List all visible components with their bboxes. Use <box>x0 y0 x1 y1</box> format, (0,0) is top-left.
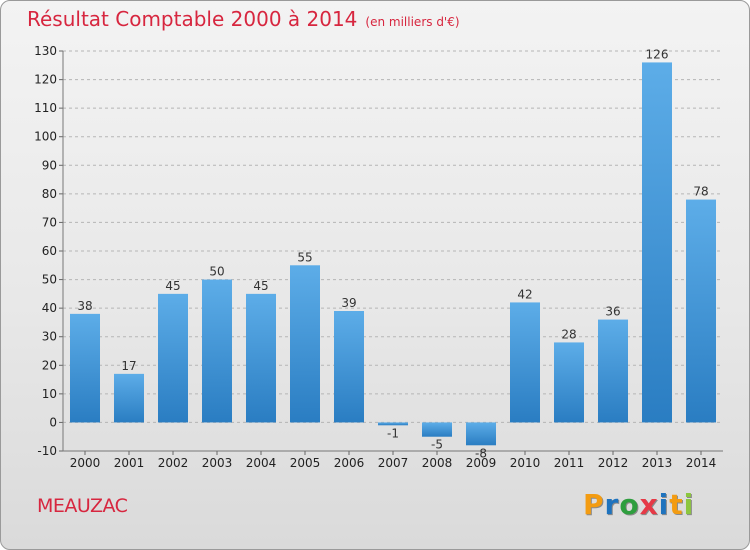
y-tick-label: 90 <box>42 158 57 172</box>
x-tick-label: 2014 <box>686 456 717 470</box>
y-tick-label: 10 <box>42 387 57 401</box>
y-tick-label: 50 <box>42 273 57 287</box>
logo-letter: t <box>669 488 684 521</box>
data-label: 17 <box>121 359 136 373</box>
bar <box>114 373 144 423</box>
data-label: 55 <box>297 250 312 264</box>
x-tick-label: 2004 <box>246 456 277 470</box>
data-label: 38 <box>77 299 92 313</box>
x-tick-label: 2009 <box>466 456 497 470</box>
chart-title-text: Résultat Comptable 2000 à 2014 <box>27 7 358 31</box>
y-tick-label: 30 <box>42 330 57 344</box>
y-tick-label: 40 <box>42 301 57 315</box>
data-label: -1 <box>387 426 399 440</box>
data-label: 45 <box>253 279 268 293</box>
x-tick-label: 2000 <box>70 456 101 470</box>
bar <box>378 422 408 426</box>
y-tick-label: 120 <box>34 73 57 87</box>
logo-letter: P <box>583 488 605 521</box>
data-label: 50 <box>209 265 224 279</box>
x-tick-label: 2010 <box>510 456 541 470</box>
x-tick-label: 2001 <box>114 456 145 470</box>
bar <box>70 313 100 423</box>
y-tick-label: 130 <box>34 44 57 58</box>
x-tick-label: 2005 <box>290 456 321 470</box>
bar <box>554 342 584 423</box>
logo-letter: i <box>658 488 670 521</box>
x-tick-label: 2012 <box>598 456 629 470</box>
data-label: 126 <box>646 47 669 61</box>
bar <box>686 199 716 423</box>
data-label: -5 <box>431 438 443 452</box>
proxiti-logo[interactable]: Proxiti <box>583 488 694 521</box>
x-tick-label: 2011 <box>554 456 585 470</box>
bar <box>598 319 628 423</box>
bar <box>246 293 276 423</box>
bar <box>290 265 320 423</box>
x-tick-label: 2007 <box>378 456 409 470</box>
bar <box>642 62 672 423</box>
bar <box>158 293 188 423</box>
bar <box>510 302 540 423</box>
logo-letter: x <box>639 488 659 521</box>
x-tick-label: 2002 <box>158 456 189 470</box>
y-tick-label: 70 <box>42 215 57 229</box>
x-tick-label: 2006 <box>334 456 365 470</box>
data-label: 28 <box>561 327 576 341</box>
logo-letter: i <box>683 488 695 521</box>
y-tick-label: 110 <box>34 101 57 115</box>
x-tick-label: 2013 <box>642 456 673 470</box>
y-tick-label: 20 <box>42 358 57 372</box>
town-name: MEAUZAC <box>37 495 128 517</box>
bar <box>202 279 232 423</box>
logo-letter: r <box>604 488 620 521</box>
bars <box>70 62 716 446</box>
y-tick-label: 80 <box>42 187 57 201</box>
x-tick-label: 2008 <box>422 456 453 470</box>
y-tick-label: 60 <box>42 244 57 258</box>
data-label: 36 <box>605 305 620 319</box>
data-label: 39 <box>341 296 356 310</box>
bar <box>422 422 452 437</box>
data-label: -8 <box>475 446 487 460</box>
chart-title: Résultat Comptable 2000 à 2014 (en millie… <box>27 7 460 31</box>
chart-unit: (en milliers d'€) <box>365 15 460 29</box>
data-label: 45 <box>165 279 180 293</box>
logo-letter: o <box>619 488 640 521</box>
bar <box>334 311 364 423</box>
y-tick-label: -10 <box>37 444 57 458</box>
data-label: 42 <box>517 287 532 301</box>
data-label: 78 <box>693 185 708 199</box>
y-tick-label: 0 <box>49 415 57 429</box>
bar <box>466 422 496 446</box>
axes: -10 0 10 20 30 40 50 60 70 80 90 100 110 120 130 2000 20… <box>34 44 723 470</box>
data-labels: 38 17 45 50 45 55 39 -1 -5 -8 42 28 36 126 78 <box>77 47 708 460</box>
x-tick-label: 2003 <box>202 456 233 470</box>
y-tick-label: 100 <box>34 130 57 144</box>
